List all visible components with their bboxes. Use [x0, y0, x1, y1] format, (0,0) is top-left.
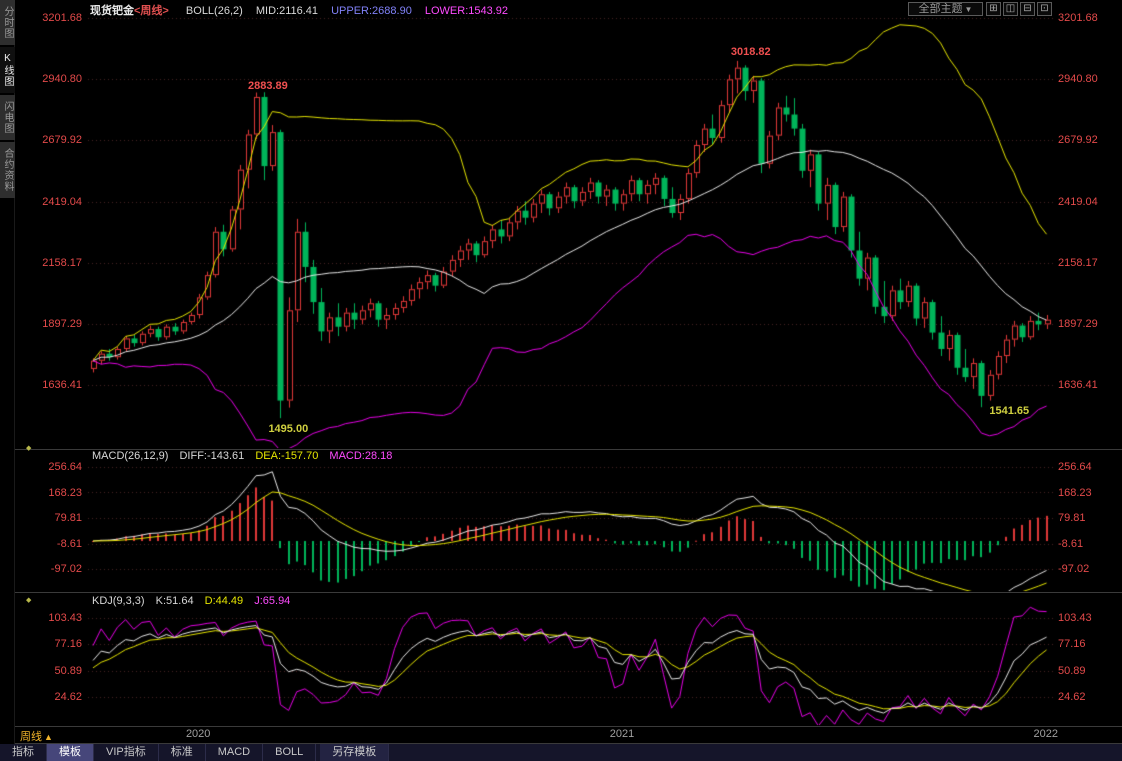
price-annotation-high-2020: 2883.89 [248, 79, 288, 92]
macd-axis-label-left: -8.61 [56, 538, 82, 550]
macd-axis-label-left: 256.64 [48, 461, 82, 473]
macd-axis-label-right: -8.61 [1058, 538, 1084, 550]
y-axis-label-left: 2419.04 [42, 196, 82, 208]
macd-params-label: MACD(26,12,9) [92, 450, 169, 462]
boll-mid-value: MID:2116.41 [255, 5, 319, 17]
sidebar-tab-contract-info[interactable]: 合约资料 [0, 142, 15, 198]
period-status-label[interactable]: 周线 ▲ [20, 728, 53, 744]
panel-divider [15, 726, 1122, 727]
y-axis-label-right: 2679.92 [1058, 134, 1098, 146]
kdj-d-value: D:44.49 [204, 595, 244, 607]
x-axis-year-label: 2020 [185, 728, 211, 740]
tab-macd[interactable]: MACD [206, 744, 264, 761]
y-axis-label-left: 1897.29 [42, 318, 82, 330]
kdj-k-value: K:51.64 [155, 595, 194, 607]
theme-selector-dropdown[interactable]: 全部主题 ▼ [908, 2, 983, 16]
sidebar-tab-flash[interactable]: 闪电图 [0, 95, 15, 140]
panel-divider [15, 592, 1122, 593]
layout-rows-icon[interactable]: ⊟ [1020, 2, 1035, 16]
macd-header: MACD(26,12,9) DIFF:-143.61 DEA:-157.70 M… [92, 450, 392, 462]
main-chart-header: 现货钯金<周线> BOLL(26,2) MID:2116.41 UPPER:26… [90, 2, 508, 18]
symbol-name: 现货钯金 [90, 5, 134, 17]
kdj-axis-label-right: 50.89 [1058, 665, 1086, 677]
sidebar-tab-kline[interactable]: K线图 [0, 47, 15, 93]
sidebar-tab-intraday[interactable]: 分时图 [0, 0, 15, 45]
kdj-j-value: J:65.94 [254, 595, 291, 607]
tab-indicator[interactable]: 指标 [0, 744, 47, 761]
boll-upper-value: UPPER:2688.90 [331, 5, 412, 17]
x-axis-year-label: 2021 [609, 728, 635, 740]
y-axis-label-right: 2419.04 [1058, 196, 1098, 208]
macd-axis-label-right: -97.02 [1058, 563, 1090, 575]
panel-divider [15, 449, 1122, 450]
macd-axis-label-left: 168.23 [48, 487, 82, 499]
y-axis-label-right: 2158.17 [1058, 257, 1098, 269]
y-axis-label-left: 2679.92 [42, 134, 82, 146]
price-annotation-low-2020: 1495.00 [268, 423, 309, 436]
theme-selector-label: 全部主题 [918, 3, 963, 15]
caret-down-icon: ▼ [964, 5, 973, 14]
macd-panel-collapse-icon[interactable]: ◆ [26, 445, 32, 452]
y-axis-label-left: 2158.17 [42, 257, 82, 269]
tab-save-template[interactable]: 另存模板 [320, 744, 390, 761]
y-axis-label-left: 3201.68 [42, 12, 82, 24]
x-axis-year-label: 2022 [1033, 728, 1059, 740]
up-triangle-icon: ▲ [44, 732, 53, 742]
layout-single-icon[interactable]: ⊡ [1037, 2, 1052, 16]
price-annotation-low-2021: 1541.65 [989, 405, 1030, 418]
kdj-axis-label-right: 24.62 [1058, 691, 1086, 703]
y-axis-label-right: 1636.41 [1058, 379, 1098, 391]
kdj-axis-label-left: 103.43 [48, 612, 82, 624]
y-axis-label-right: 1897.29 [1058, 318, 1098, 330]
macd-axis-label-left: -97.02 [50, 563, 82, 575]
macd-axis-label-left: 79.81 [54, 512, 82, 524]
layout-grid-icon[interactable]: ⊞ [986, 2, 1001, 16]
boll-lower-value: LOWER:1543.92 [424, 5, 509, 17]
y-axis-label-right: 3201.68 [1058, 12, 1098, 24]
price-annotation-high-2021: 3018.82 [730, 45, 771, 58]
tab-template[interactable]: 模板 [47, 744, 94, 761]
kdj-axis-label-left: 24.62 [54, 691, 82, 703]
macd-axis-label-right: 168.23 [1058, 487, 1092, 499]
boll-params-label: BOLL(26,2) [185, 5, 243, 17]
kdj-panel-collapse-icon[interactable]: ◆ [26, 597, 32, 604]
tab-vip-indicator[interactable]: VIP指标 [94, 744, 159, 761]
bottom-tab-bar: 指标 模板 VIP指标 标准 MACD BOLL 另存模板 [0, 744, 1122, 761]
tab-standard[interactable]: 标准 [159, 744, 206, 761]
kdj-axis-label-left: 77.16 [54, 638, 82, 650]
y-axis-label-left: 1636.41 [42, 379, 82, 391]
panel-divider [15, 743, 1122, 744]
tab-boll[interactable]: BOLL [263, 744, 317, 761]
period-tag: <周线> [134, 5, 169, 17]
macd-dea-value: DEA:-157.70 [255, 450, 319, 462]
layout-columns-icon[interactable]: ◫ [1003, 2, 1018, 16]
kdj-header: KDJ(9,3,3) K:51.64 D:44.49 J:65.94 [92, 595, 290, 607]
kdj-axis-label-right: 103.43 [1058, 612, 1092, 624]
left-sidebar: 分时图 K线图 闪电图 合约资料 [0, 0, 15, 761]
y-axis-label-right: 2940.80 [1058, 73, 1098, 85]
macd-diff-value: DIFF:-143.61 [179, 450, 245, 462]
kdj-axis-label-left: 50.89 [54, 665, 82, 677]
macd-axis-label-right: 79.81 [1058, 512, 1086, 524]
period-status-text: 周线 [20, 731, 42, 743]
y-axis-label-left: 2940.80 [42, 73, 82, 85]
macd-macd-value: MACD:28.18 [329, 450, 393, 462]
macd-axis-label-right: 256.64 [1058, 461, 1092, 473]
kdj-axis-label-right: 77.16 [1058, 638, 1086, 650]
kdj-params-label: KDJ(9,3,3) [92, 595, 145, 607]
